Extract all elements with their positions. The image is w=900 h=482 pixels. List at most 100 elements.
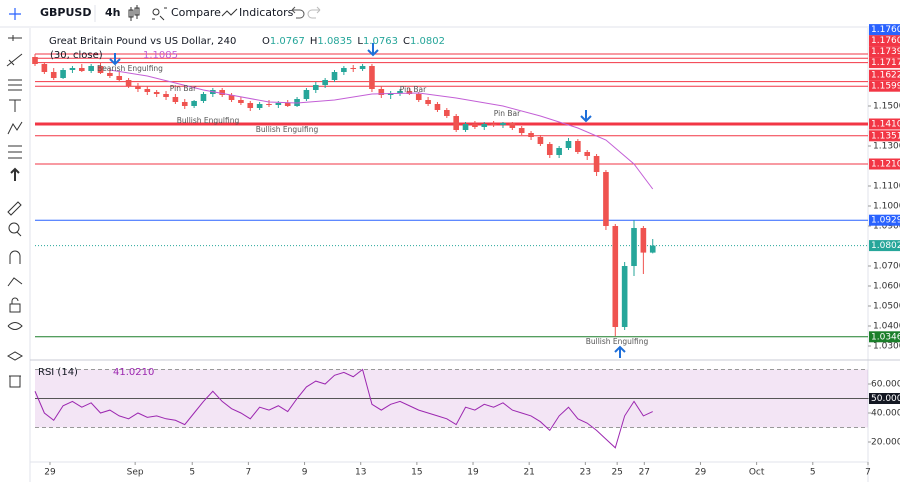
y-tick-label: 1.0300 [873, 342, 900, 352]
symbol-title: Great Britain Pound vs US Dollar, 240 [49, 36, 236, 47]
price-label-bg [869, 158, 900, 170]
candle-body [256, 104, 263, 108]
candle-body [266, 104, 272, 105]
pattern-label: Pin Bar [494, 109, 521, 118]
candle-body [331, 72, 338, 80]
tool-icon[interactable] [9, 99, 21, 112]
tool-icon[interactable] [8, 222, 22, 237]
plot-layer: 1.1500 1.1300 1.1100 1.1000 1.0900 1.0700 1.06… [32, 24, 900, 478]
price-label: 1.0929 [871, 216, 900, 226]
x-tick-label: 15 [411, 468, 422, 478]
price-label-bg [869, 240, 900, 252]
indicators-icon[interactable] [221, 8, 238, 17]
compare-icon[interactable] [152, 7, 167, 21]
tool-icon[interactable] [6, 351, 24, 361]
y-tick-label-bg [869, 393, 900, 405]
ohlc-label: H [310, 36, 318, 47]
price-label-bg [869, 331, 900, 343]
candle-body [537, 137, 544, 144]
candle-body [50, 72, 57, 78]
candle-body [144, 89, 151, 92]
x-tick-label: 23 [580, 468, 591, 478]
y-tick-label: 1.0700 [873, 262, 900, 272]
price-label: 1.0346 [871, 332, 900, 342]
x-tick-label: 29 [44, 468, 56, 478]
ohlc-value: 1.0802 [410, 36, 445, 47]
candle-body [490, 124, 497, 125]
down-arrow [580, 110, 592, 123]
candle-body [97, 66, 104, 73]
indicators-button[interactable]: Indicators [239, 6, 294, 19]
tool-icon[interactable] [7, 322, 23, 330]
ma-legend: (30, close) [50, 50, 103, 61]
candle-body [303, 90, 310, 99]
candle-body [434, 104, 441, 110]
tool-icon[interactable] [8, 79, 22, 91]
y-tick-label: 40.0000 [871, 409, 900, 419]
x-tick-label: Sep [127, 468, 144, 478]
moving-average [109, 69, 654, 190]
candle-body [32, 57, 38, 64]
tool-icon[interactable] [9, 250, 21, 264]
pattern-label: Bullish Engulfing [586, 337, 649, 346]
rsi-line [34, 368, 653, 449]
ohlc-value: 1.0767 [270, 36, 305, 47]
price-label: 1.1760 [871, 25, 900, 35]
price-label-bg [869, 118, 900, 130]
y-tick-label: 20.0000 [871, 437, 900, 447]
y-tick-label: 1.1100 [873, 182, 900, 192]
price-label-bg [869, 80, 900, 92]
symbol[interactable]: GBPUSD [40, 6, 91, 19]
candle-body [219, 90, 225, 95]
candle-body [172, 97, 179, 102]
top-toolbar: GBPUSD 4h Compare Indicators [0, 5, 900, 28]
candle-body [116, 76, 123, 80]
up-arrow [614, 345, 626, 358]
chart-style-icon[interactable] [128, 5, 140, 21]
price-label: 1.1210 [871, 160, 900, 170]
candle-body [462, 124, 469, 130]
tool-icon[interactable] [8, 145, 22, 159]
price-label-bg [869, 46, 900, 58]
tool-icon[interactable] [6, 53, 23, 67]
price-label-bg [869, 214, 900, 226]
compare-button[interactable]: Compare [171, 6, 221, 19]
tool-icon[interactable] [9, 297, 21, 313]
tool-icon[interactable] [7, 201, 22, 216]
candle-body [444, 110, 450, 116]
candle-body [509, 123, 516, 128]
y-tick-label: 1.1000 [873, 202, 900, 212]
y-tick-label: 1.0900 [873, 222, 900, 232]
undo-icon[interactable] [291, 6, 305, 19]
candle-body [163, 94, 169, 97]
candle-body [191, 101, 197, 106]
candle-body [649, 245, 656, 253]
candle-body [322, 80, 328, 85]
price-label-bg [869, 35, 900, 47]
price-label: 1.1717 [871, 58, 900, 68]
candle-body [107, 73, 113, 76]
tool-icon[interactable] [7, 277, 23, 287]
ohlc-label: L [357, 36, 363, 47]
x-tick-label: 13 [355, 468, 366, 478]
candle-body [135, 86, 141, 89]
redo-icon[interactable] [307, 6, 321, 19]
pattern-label: Bearish Engulfing [97, 64, 163, 73]
tool-icon[interactable] [10, 167, 20, 181]
x-tick-label: 7 [246, 468, 252, 478]
tool-icon[interactable] [8, 35, 22, 41]
candle-body [612, 226, 619, 327]
candle-body [78, 68, 85, 71]
pattern-label: Pin Bar [400, 85, 427, 94]
interval[interactable]: 4h [105, 6, 121, 19]
candle-body [312, 85, 319, 90]
candle-body [575, 141, 581, 152]
crosshair-icon[interactable] [9, 8, 21, 20]
candle-body [397, 91, 403, 93]
x-tick-label: 5 [189, 468, 195, 478]
tool-icon[interactable] [9, 375, 21, 388]
tool-icon[interactable] [7, 121, 23, 135]
price-label-bg [869, 69, 900, 81]
signal-arrows [109, 43, 626, 358]
